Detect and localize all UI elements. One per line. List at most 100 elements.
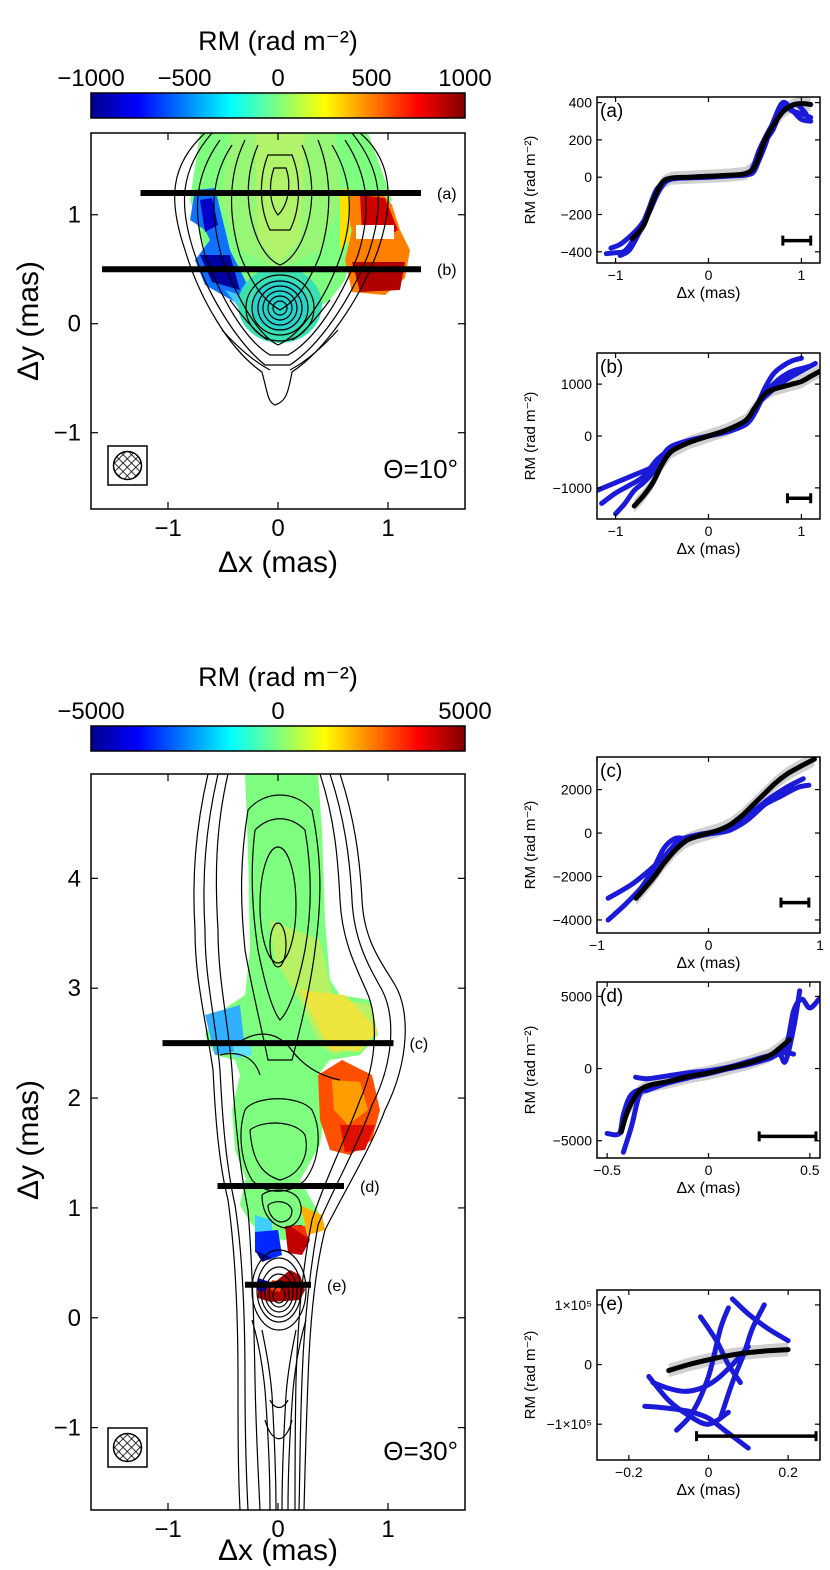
slice-lines — [102, 189, 421, 273]
simulated-rm-profile — [674, 1305, 731, 1433]
model-rm-profile — [631, 368, 820, 509]
y-tick-label: 3 — [68, 975, 81, 1002]
x-tick-label: 1 — [798, 267, 806, 283]
plot-series — [597, 355, 820, 517]
profile-panel-b: −1 0 1 −1000 0 1000 (b) Δx (mas) RM (rad m⁻²) — [522, 352, 821, 558]
y-tick-label: −1×10⁵ — [546, 1416, 592, 1432]
y-tick-label: 1 — [68, 202, 81, 229]
colorbar-tick-label: −1000 — [57, 65, 124, 92]
x-tick-label: 0 — [705, 1162, 713, 1178]
x-tick-label: 1 — [798, 523, 806, 539]
x-tick-label: 0.5 — [800, 1162, 820, 1178]
x-tick-label: −1 — [608, 523, 624, 539]
y-axis-label: RM (rad m⁻²) — [522, 1331, 539, 1420]
y-axis-label: Δy (mas) — [12, 261, 45, 381]
slice-label: (c) — [410, 1036, 429, 1053]
profile-panel-e: −0.2 0 0.2 1×10⁵ 0 −1×10⁵ (e) Δx (mas) RM (rad m… — [522, 1289, 821, 1499]
slice-label: (b) — [437, 262, 457, 279]
y-tick-label: 0 — [584, 825, 592, 841]
x-axis-label: Δx (mas) — [218, 546, 338, 579]
colorbar-tick-label: 5000 — [438, 698, 491, 725]
y-tick-label: 0 — [584, 1061, 592, 1077]
y-tick-label: 2000 — [561, 782, 592, 798]
plot-series — [605, 757, 817, 923]
model-rm-profile — [666, 1347, 791, 1373]
simulated-rm-profile — [698, 1314, 743, 1385]
colorbar-tick-labels: −5000 0 5000 — [57, 698, 492, 751]
slice-label: (e) — [327, 1278, 347, 1295]
colorbar — [90, 725, 466, 752]
x-axis-label: Δx (mas) — [676, 1482, 740, 1499]
colorbar-tick-label: 0 — [271, 698, 284, 725]
x-tick-label: 0 — [705, 937, 713, 953]
theta-label: Θ=30° — [383, 1436, 458, 1466]
colorbar-tick-label: −5000 — [57, 698, 124, 725]
plot-series — [642, 1296, 791, 1451]
x-tick-label: 1 — [381, 515, 394, 542]
colorbar — [90, 92, 466, 119]
x-tick-label: −1 — [154, 1516, 181, 1543]
y-tick-label: 400 — [569, 95, 593, 111]
beam-icon — [107, 445, 148, 486]
theta-label: Θ=10° — [383, 454, 458, 484]
y-tick-label: 0 — [584, 428, 592, 444]
x-tick-label: 1 — [816, 937, 824, 953]
simulated-rm-profile — [729, 1296, 791, 1344]
y-tick-label: −5000 — [553, 1133, 593, 1149]
x-axis-label: Δx (mas) — [676, 285, 740, 302]
beam-icon — [107, 1427, 148, 1468]
x-tick-label: 1 — [381, 1516, 394, 1543]
x-tick-label: −0.5 — [593, 1162, 621, 1178]
slice-lines — [162, 1040, 394, 1288]
profile-panel-a: −1 0 1 −400 −200 0 200 400 (a) Δx (mas) RM (rad m⁻… — [522, 95, 821, 302]
panel-label: (e) — [600, 1294, 623, 1315]
x-axis-label: Δx (mas) — [676, 955, 740, 972]
y-tick-label: 2 — [68, 1085, 81, 1112]
x-tick-label: 0 — [271, 1516, 284, 1543]
profile-panel-d: −0.5 0 0.5 −5000 0 5000 (d) Δx (mas) RM (rad m⁻²… — [522, 981, 821, 1197]
x-tick-label: 0 — [705, 1464, 713, 1480]
y-tick-label: −1 — [54, 420, 81, 447]
x-axis-label: Δx (mas) — [676, 1180, 740, 1197]
x-tick-label: 0.2 — [778, 1464, 798, 1480]
colorbar-title: RM (rad m⁻²) — [198, 662, 358, 692]
y-tick-label: −200 — [560, 207, 592, 223]
colorbar-title: RM (rad m⁻²) — [198, 26, 358, 56]
slice-label: (a) — [437, 186, 457, 203]
y-axis-label: RM (rad m⁻²) — [522, 1026, 539, 1115]
y-tick-label: 0 — [584, 1357, 592, 1373]
y-tick-label: −1 — [54, 1415, 81, 1442]
y-axis-label: Δy (mas) — [12, 1080, 45, 1200]
rm-map-image — [91, 133, 465, 509]
panel-label: (b) — [600, 357, 623, 378]
x-axis-label: Δx (mas) — [218, 1534, 338, 1567]
model-rm-profile — [629, 100, 814, 242]
y-tick-label: 0 — [68, 311, 81, 338]
axes: −1 0 1 −1 0 1 2 3 4 (c) (d) (e) — [54, 774, 465, 1543]
rm-map-image — [91, 774, 465, 1510]
y-tick-label: 1 — [68, 1195, 81, 1222]
x-tick-label: −1 — [608, 267, 624, 283]
colorbar-tick-label: 0 — [271, 65, 284, 92]
x-tick-label: 0 — [271, 515, 284, 542]
y-tick-label: 0 — [68, 1305, 81, 1332]
x-tick-label: 0 — [705, 267, 713, 283]
x-axis-label: Δx (mas) — [676, 541, 740, 558]
panel-label: (d) — [600, 986, 623, 1007]
y-tick-label: 4 — [68, 865, 81, 892]
x-tick-label: −1 — [589, 937, 605, 953]
x-tick-label: 0 — [705, 523, 713, 539]
y-axis-label: RM (rad m⁻²) — [522, 136, 539, 225]
y-tick-label: 1×10⁵ — [555, 1297, 592, 1313]
y-tick-label: −400 — [560, 244, 592, 260]
y-tick-label: −2000 — [553, 869, 593, 885]
plot-series — [603, 97, 814, 258]
slice-label: (d) — [360, 1179, 380, 1196]
colorbar-tick-label: −500 — [157, 65, 211, 92]
plot-series — [604, 988, 820, 1155]
model-rm-profile — [618, 1037, 793, 1135]
rm-map-theta-30: RM (rad m⁻²) −5000 0 5000 — [12, 662, 492, 1567]
y-axis-label: RM (rad m⁻²) — [522, 392, 539, 481]
y-axis-label: RM (rad m⁻²) — [522, 801, 539, 890]
